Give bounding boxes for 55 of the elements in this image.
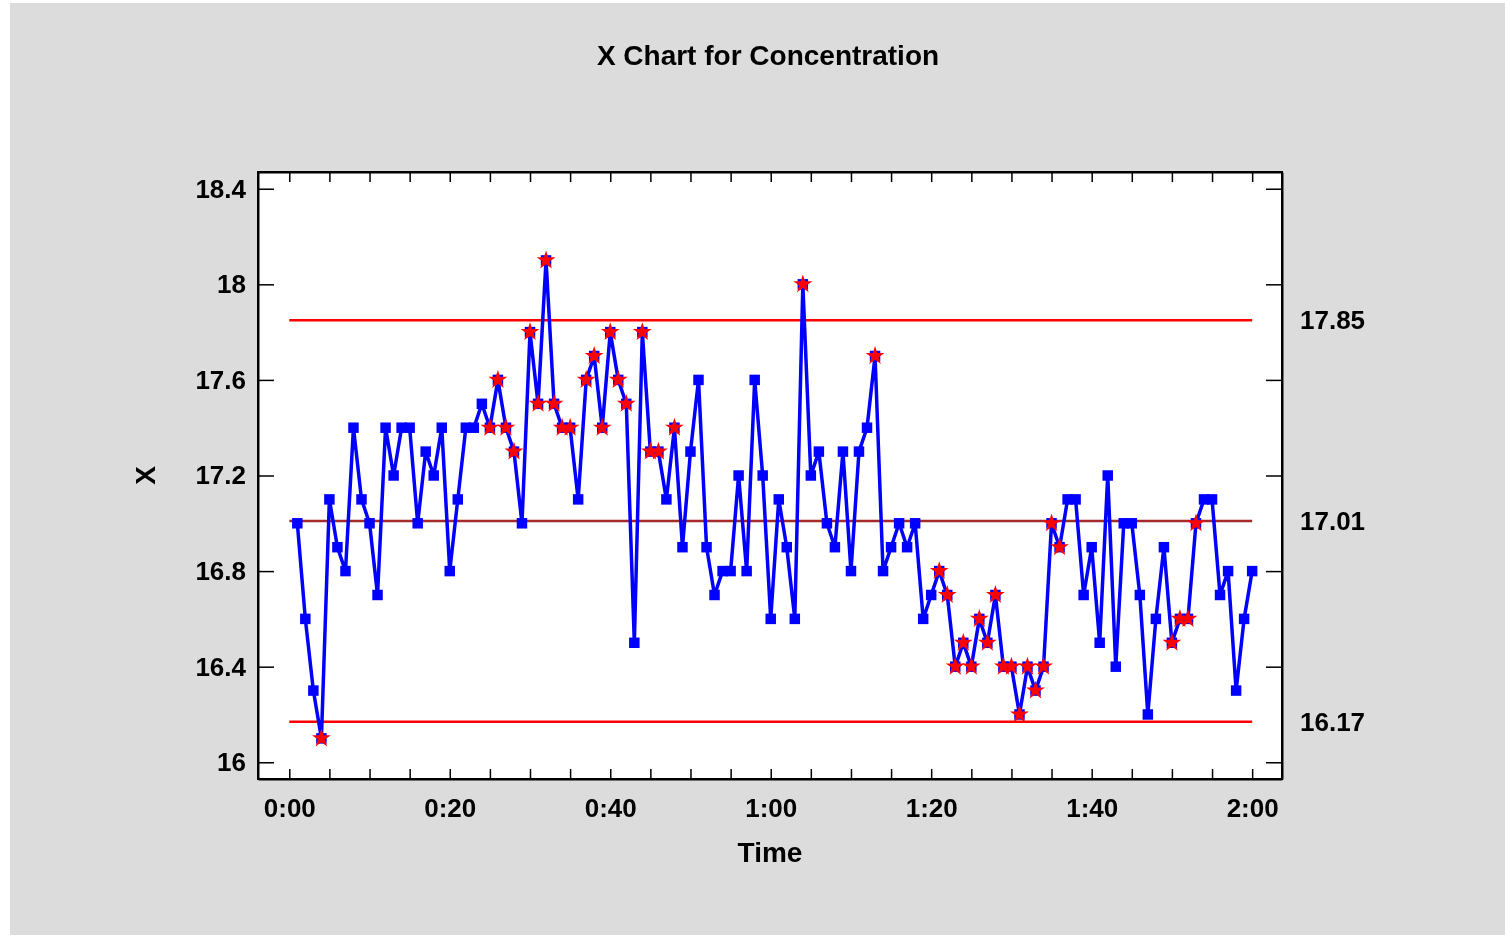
point xyxy=(576,370,596,388)
point xyxy=(616,393,636,412)
point xyxy=(544,393,564,412)
x-tick-label: 2:00 xyxy=(1226,793,1279,824)
point xyxy=(592,417,612,436)
x-tick-label: 1:20 xyxy=(905,793,958,824)
x-tick-label: 0:40 xyxy=(584,793,637,824)
point xyxy=(496,417,516,436)
point xyxy=(311,728,331,747)
y-tick-label: 16.8 xyxy=(195,555,246,586)
point xyxy=(865,346,885,365)
ref-line-label: 17.85 xyxy=(1300,305,1366,336)
point xyxy=(929,561,949,580)
y-axis-title: X xyxy=(130,465,161,485)
point xyxy=(1186,513,1206,532)
x-tick-label: 1:00 xyxy=(745,793,798,824)
y-tick-label: 18 xyxy=(217,269,246,300)
chart-title: X Chart for Concentration xyxy=(596,40,940,71)
point xyxy=(480,417,500,436)
point xyxy=(977,632,997,651)
point xyxy=(937,585,957,603)
y-tick-label: 17.6 xyxy=(195,364,246,395)
point xyxy=(520,322,540,341)
point xyxy=(961,656,981,675)
point xyxy=(1018,656,1037,675)
point xyxy=(1162,632,1182,651)
point xyxy=(1010,704,1029,723)
y-tick-label: 17.2 xyxy=(195,460,246,491)
point xyxy=(793,274,813,293)
x-tick-label: 0:20 xyxy=(424,793,477,824)
point xyxy=(600,322,620,341)
point xyxy=(1050,537,1069,556)
point xyxy=(953,632,973,651)
point xyxy=(1034,656,1053,675)
point xyxy=(985,585,1005,603)
point xyxy=(632,322,652,341)
point xyxy=(608,370,628,388)
x-tick-label: 1:40 xyxy=(1066,793,1119,824)
point xyxy=(1042,513,1061,532)
point xyxy=(665,417,684,436)
point xyxy=(504,441,524,460)
y-tick-label: 16 xyxy=(217,747,246,778)
point xyxy=(969,608,989,627)
ref-line-label: 17.01 xyxy=(1300,505,1366,536)
point xyxy=(945,656,965,675)
point xyxy=(488,370,508,388)
x-tick-label: 0:00 xyxy=(263,793,316,824)
y-tick-label: 18.4 xyxy=(195,173,247,204)
x-axis-title: Time xyxy=(737,837,803,868)
ref-line-label: 16.17 xyxy=(1300,706,1366,737)
y-tick-label: 16.4 xyxy=(195,651,247,682)
point xyxy=(584,346,604,365)
point xyxy=(528,393,548,412)
point xyxy=(536,250,556,269)
point xyxy=(1026,680,1045,699)
